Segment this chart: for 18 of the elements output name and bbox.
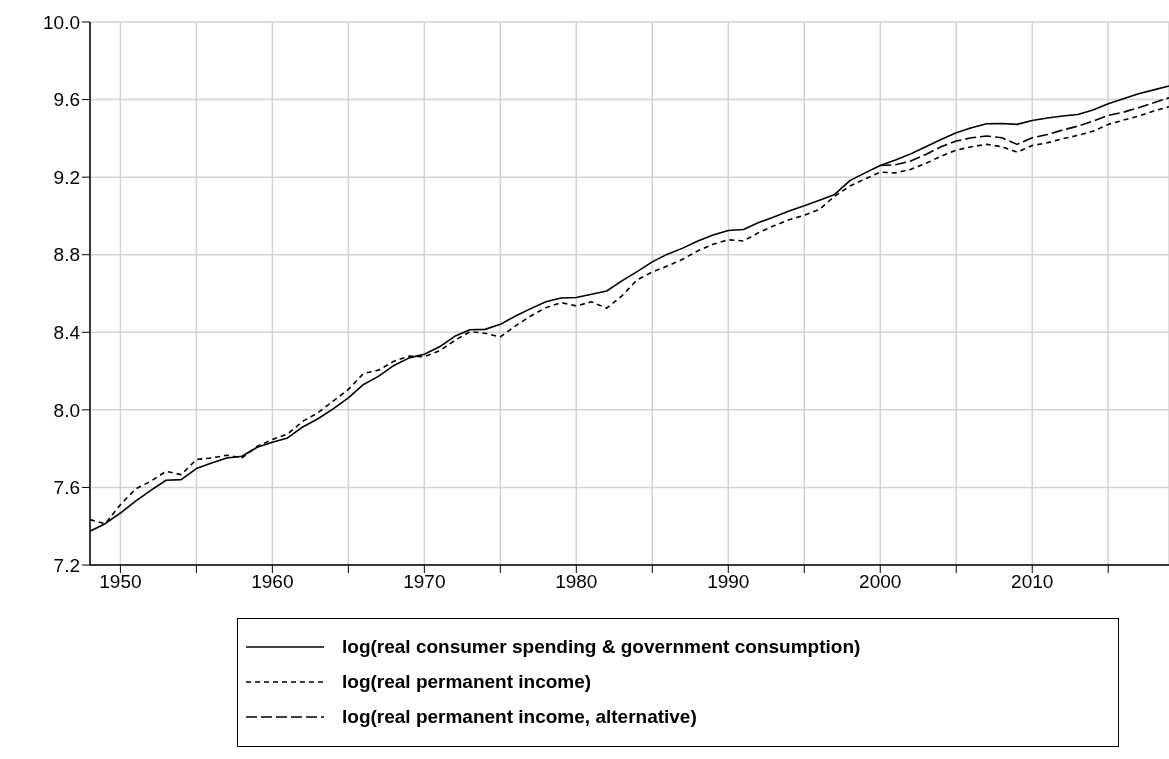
x-tick-label: 2000 [859, 571, 902, 593]
x-tick-label: 1980 [555, 571, 598, 593]
x-tick-label: 1970 [403, 571, 446, 593]
x-tick-label: 1990 [707, 571, 750, 593]
y-tick-label: 9.6 [53, 89, 80, 111]
legend-label: log(real consumer spending & government consumption) [342, 635, 861, 658]
y-tick-label: 7.6 [53, 477, 80, 499]
y-tick-label: 8.8 [53, 244, 80, 266]
y-tick-label: 8.4 [53, 322, 81, 344]
y-tick-label: 9.2 [53, 166, 80, 188]
y-tick-label: 10.0 [43, 11, 80, 33]
x-tick-label: 2010 [1011, 571, 1054, 593]
y-tick-label: 7.2 [53, 554, 80, 576]
x-tick-label: 1950 [99, 571, 142, 593]
legend-label: log(real permanent income) [342, 670, 592, 693]
legend-label: log(real permanent income, alternative) [342, 705, 697, 728]
y-tick-label: 8.0 [53, 399, 80, 421]
x-tick-label: 1960 [251, 571, 294, 593]
